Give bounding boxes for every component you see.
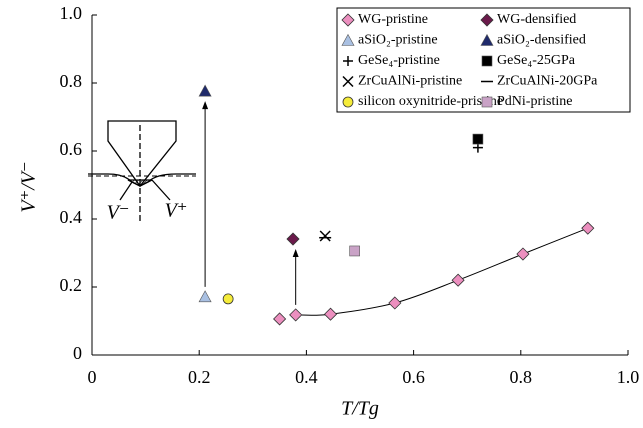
legend-label: ZrCuAlNi-pristine xyxy=(358,74,462,89)
y-tick-label: 0.4 xyxy=(60,207,83,227)
marker xyxy=(273,312,287,326)
x-tick-label: 0.2 xyxy=(188,367,211,387)
inset-label: V⁺ xyxy=(165,200,188,222)
legend-label: silicon oxynitride-pristine xyxy=(358,94,503,109)
marker xyxy=(472,133,484,145)
legend-label: GeSe₄-25GPa xyxy=(497,53,576,68)
arrow-head xyxy=(292,249,299,258)
legend-label: WG-pristine xyxy=(358,12,428,27)
legend-marker xyxy=(342,75,354,88)
marker xyxy=(349,245,360,257)
legend-marker xyxy=(341,33,355,46)
x-tick-label: 1.0 xyxy=(617,367,640,387)
legend-label: WG-densified xyxy=(497,12,576,27)
marker xyxy=(286,232,300,246)
marker xyxy=(319,230,331,242)
marker xyxy=(198,84,212,97)
marker xyxy=(581,221,595,235)
legend-label: ZrCuAlNi-20GPa xyxy=(497,74,598,89)
y-tick-label: 0.2 xyxy=(60,275,83,295)
y-tick-label: 1.0 xyxy=(60,3,83,23)
x-tick-label: 0.4 xyxy=(295,367,318,387)
legend-label: GeSe₄-pristine xyxy=(358,53,440,68)
legend-marker xyxy=(343,56,353,66)
y-tick-label: 0.6 xyxy=(60,139,83,159)
inset-label: V⁻ xyxy=(107,202,130,224)
legend-marker xyxy=(480,13,494,27)
marker xyxy=(516,247,530,261)
fit-curve xyxy=(295,227,588,316)
legend-marker xyxy=(341,13,355,27)
legend-marker xyxy=(481,55,493,67)
arrow-head xyxy=(202,101,209,110)
marker xyxy=(323,307,338,321)
legend-label: aSiO₂-pristine xyxy=(358,33,438,48)
marker xyxy=(198,290,212,303)
inset-diagram xyxy=(88,120,196,224)
x-tick-label: 0 xyxy=(88,367,97,387)
y-tick-label: 0.8 xyxy=(60,71,83,91)
marker xyxy=(289,308,303,322)
legend-label: aSiO₂-densified xyxy=(497,33,586,48)
legend-marker xyxy=(480,33,494,46)
legend-marker xyxy=(342,96,354,108)
marker xyxy=(451,273,465,287)
x-tick-label: 0.6 xyxy=(402,367,425,387)
x-axis-label: T/Tg xyxy=(341,398,379,420)
marker xyxy=(388,296,402,310)
legend-marker xyxy=(481,96,493,108)
x-tick-label: 0.8 xyxy=(510,367,533,387)
y-tick-label: 0 xyxy=(73,343,82,363)
marker xyxy=(222,293,234,305)
legend-label: PdNi-pristine xyxy=(497,94,572,109)
y-axis-label: V⁺/V⁻ xyxy=(18,161,40,212)
